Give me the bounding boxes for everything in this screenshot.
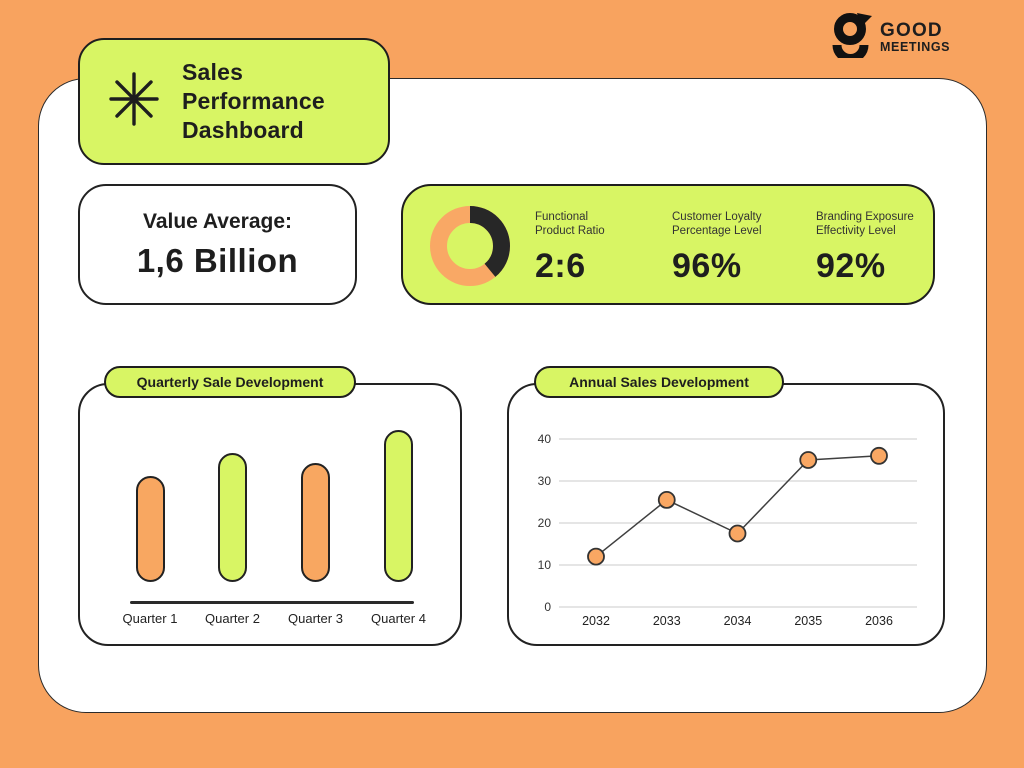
brand-logo: GOOD MEETINGS (831, 12, 950, 63)
y-axis-tick-label: 10 (538, 558, 552, 572)
quarterly-chart-title: Quarterly Sale Development (136, 374, 324, 390)
asterisk-icon (106, 71, 162, 132)
bar-category-label: Quarter 2 (205, 611, 260, 626)
brand-name: GOOD MEETINGS (880, 21, 950, 54)
y-axis-tick-label: 20 (538, 516, 552, 530)
quarterly-chart-card: Quarter 1 Quarter 2 Quarter 3 Quarter 4 (78, 383, 462, 646)
good-meetings-logomark-icon (831, 12, 873, 63)
data-point-2033 (657, 491, 676, 509)
header-badge: Sales Performance Dashboard (78, 38, 390, 165)
bar-category-label: Quarter 1 (122, 611, 178, 626)
metric-value: 96% (672, 247, 742, 285)
quarterly-chart-title-badge: Quarterly Sale Development (104, 366, 356, 398)
data-point-2035 (799, 451, 818, 469)
metric-branding-exposure: Branding Exposure Effectivity Level 92% (816, 210, 914, 286)
bar-category-label: Quarter 4 (371, 611, 426, 626)
bar-quarter-1 (135, 476, 165, 582)
annual-chart-title-badge: Annual Sales Development (534, 366, 784, 398)
metric-label: Branding Exposure Effectivity Level (816, 211, 914, 237)
product-ratio-donut-chart (429, 205, 511, 287)
metric-label: Functional Product Ratio (535, 211, 605, 237)
y-axis-tick-label: 0 (544, 600, 551, 614)
y-axis-tick-label: 30 (538, 474, 552, 488)
metric-functional-product-ratio: Functional Product Ratio 2:6 (535, 210, 605, 286)
metric-label: Customer Loyalty Percentage Level (672, 211, 762, 237)
value-average-label: Value Average: (142, 209, 293, 233)
value-average-card: Value Average: 1,6 Billion (78, 184, 357, 305)
x-axis-tick-label: 2036 (865, 614, 893, 628)
annual-chart-title: Annual Sales Development (569, 374, 749, 390)
x-axis-tick-label: 2032 (582, 614, 610, 628)
bar-category-label: Quarter 3 (288, 611, 343, 626)
data-point-2034 (728, 524, 747, 543)
data-point-2032 (587, 547, 605, 566)
quarterly-bar-chart: Quarter 1 Quarter 2 Quarter 3 Quarter 4 (80, 385, 460, 644)
x-axis-tick-label: 2035 (794, 614, 822, 628)
data-point-2036 (870, 446, 888, 465)
bar-quarter-2 (218, 453, 247, 582)
brand-name-line1: GOOD (880, 20, 943, 41)
metric-value: 92% (816, 247, 886, 285)
metric-value: 2:6 (535, 247, 586, 285)
metrics-card: Functional Product Ratio 2:6 Customer Lo… (401, 184, 935, 305)
x-axis-tick-label: 2033 (653, 614, 681, 628)
bar-quarter-3 (301, 463, 330, 582)
value-average-value: 1,6 Billion (136, 241, 299, 279)
x-axis-baseline (130, 601, 414, 604)
annual-line-chart: 0 10 20 30 40 2032 2033 2034 2035 2036 (538, 432, 917, 628)
y-axis-tick-label: 40 (538, 432, 552, 446)
x-axis-tick-label: 2034 (724, 614, 752, 628)
donut-dark-segment (430, 206, 510, 286)
annual-chart-card: 0 10 20 30 40 2032 2033 2034 2035 2036 (507, 383, 945, 646)
page-title: Sales Performance Dashboard (182, 59, 325, 143)
metric-customer-loyalty: Customer Loyalty Percentage Level 96% (672, 210, 762, 286)
bar-quarter-4 (384, 430, 413, 582)
brand-name-line2: MEETINGS (880, 40, 951, 54)
